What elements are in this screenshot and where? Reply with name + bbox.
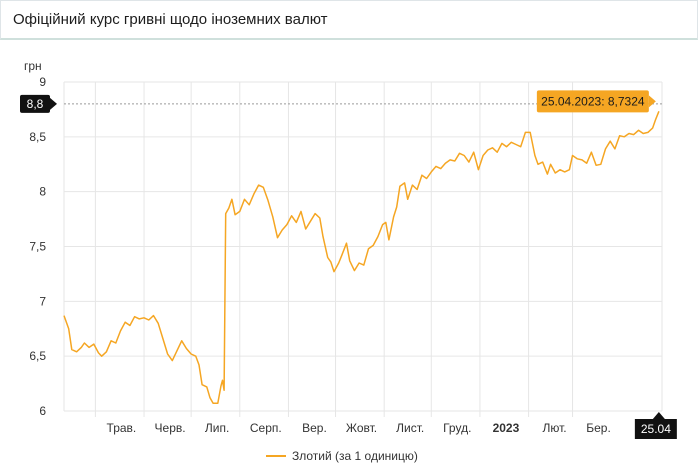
x-tick-label: Трав.	[107, 421, 137, 435]
x-value-marker-label: 25.04	[641, 422, 671, 436]
series-line-zloty[interactable]	[63, 111, 660, 405]
legend[interactable]: Злотий (за 1 одиницю)	[266, 449, 418, 463]
title-bar: Офіційний курс гривні щодо іноземних вал…	[0, 0, 698, 40]
y-tick-label: 8	[39, 185, 46, 199]
x-tick-label: Лист.	[396, 421, 424, 435]
x-tick-label: 2023	[493, 421, 520, 435]
y-tick-label: 9	[39, 75, 46, 89]
legend-label: Злотий (за 1 одиницю)	[292, 449, 418, 463]
x-tick-label: Вер.	[302, 421, 327, 435]
x-tick-label: Груд.	[443, 421, 471, 435]
chart-grid	[63, 81, 663, 417]
y-tick-label: 8,5	[29, 130, 46, 144]
x-axis-labels: Трав. Черв. Лип. Серп. Вер. Жовт. Лист. Груд. 20…	[107, 421, 611, 435]
tooltip-text: 25.04.2023: 8,7324	[541, 94, 645, 108]
y-tick-label: 7,5	[29, 240, 46, 254]
x-tick-label: Бер.	[586, 421, 611, 435]
page-title: Офіційний курс гривні щодо іноземних вал…	[13, 11, 328, 28]
y-axis-unit: грн	[24, 59, 42, 73]
x-value-marker: 25.04	[634, 412, 677, 439]
x-tick-label: Лют.	[543, 421, 567, 435]
x-tick-label: Черв.	[155, 421, 186, 435]
y-tick-label: 7	[39, 294, 46, 308]
y-tick-label: 6	[39, 404, 46, 418]
series-points	[63, 110, 660, 404]
x-tick-label: Жовт.	[346, 421, 377, 435]
y-tick-label: 6,5	[29, 349, 46, 363]
y-value-marker: 8,8	[20, 94, 57, 113]
y-value-marker-label: 8,8	[27, 97, 44, 111]
x-tick-label: Серп.	[250, 421, 282, 435]
x-tick-label: Лип.	[205, 421, 229, 435]
tooltip: 25.04.2023: 8,7324	[536, 90, 656, 113]
y-axis-labels: 6 6,5 7 7,5 8 8,5 9	[29, 75, 46, 418]
